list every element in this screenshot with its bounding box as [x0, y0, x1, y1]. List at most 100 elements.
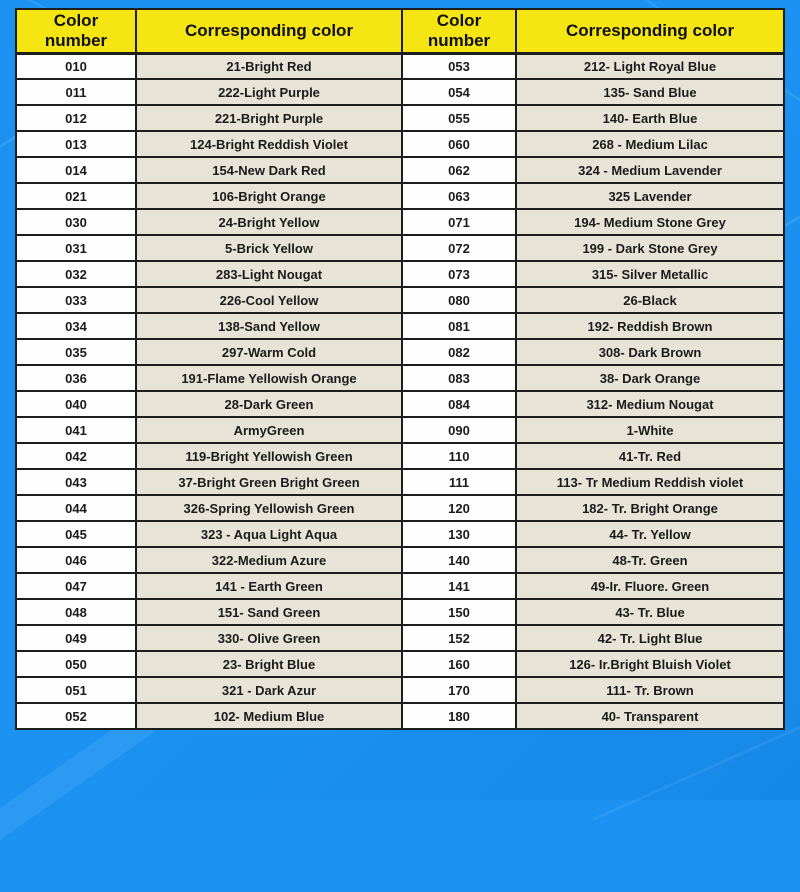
table-row: 036 191-Flame Yellowish Orange: [15, 364, 403, 392]
table-row: 031 5-Brick Yellow: [15, 234, 403, 262]
table-row: 141 49-Ir. Fluore. Green: [401, 572, 785, 600]
color-name-cell: 315- Silver Metallic: [515, 260, 785, 288]
color-name-cell: 226-Cool Yellow: [135, 286, 403, 314]
table-row: 081 192- Reddish Brown: [401, 312, 785, 340]
color-number-cell: 054: [401, 78, 517, 106]
column-header-corresponding-color: Corresponding color: [515, 8, 785, 55]
color-number-cell: 152: [401, 624, 517, 652]
table-row: 034 138-Sand Yellow: [15, 312, 403, 340]
table-row: 014 154-New Dark Red: [15, 156, 403, 184]
color-name-cell: 106-Bright Orange: [135, 182, 403, 210]
color-name-cell: 199 - Dark Stone Grey: [515, 234, 785, 262]
color-name-cell: 44- Tr. Yellow: [515, 520, 785, 548]
table-row: 152 42- Tr. Light Blue: [401, 624, 785, 652]
color-name-cell: 138-Sand Yellow: [135, 312, 403, 340]
table-row: 073 315- Silver Metallic: [401, 260, 785, 288]
color-name-cell: 111- Tr. Brown: [515, 676, 785, 704]
color-number-cell: 034: [15, 312, 137, 340]
table-row: 030 24-Bright Yellow: [15, 208, 403, 236]
color-number-cell: 120: [401, 494, 517, 522]
table-row: 063 325 Lavender: [401, 182, 785, 210]
color-number-cell: 150: [401, 598, 517, 626]
table-row: 045 323 - Aqua Light Aqua: [15, 520, 403, 548]
table-row: 083 38- Dark Orange: [401, 364, 785, 392]
color-number-cell: 062: [401, 156, 517, 184]
color-name-cell: 322-Medium Azure: [135, 546, 403, 574]
color-number-cell: 060: [401, 130, 517, 158]
table-row: 150 43- Tr. Blue: [401, 598, 785, 626]
color-number-cell: 053: [401, 52, 517, 80]
color-name-cell: 141 - Earth Green: [135, 572, 403, 600]
color-name-cell: 48-Tr. Green: [515, 546, 785, 574]
color-name-cell: 28-Dark Green: [135, 390, 403, 418]
color-name-cell: 23- Bright Blue: [135, 650, 403, 678]
table-row: 055 140- Earth Blue: [401, 104, 785, 132]
color-number-cell: 012: [15, 104, 137, 132]
header-row: Color number Corresponding color: [401, 8, 785, 55]
color-number-cell: 080: [401, 286, 517, 314]
column-header-color-number: Color number: [15, 8, 137, 55]
color-number-cell: 042: [15, 442, 137, 470]
color-number-cell: 048: [15, 598, 137, 626]
color-number-cell: 035: [15, 338, 137, 366]
table-row: 041 ArmyGreen: [15, 416, 403, 444]
color-name-cell: 297-Warm Cold: [135, 338, 403, 366]
color-number-cell: 050: [15, 650, 137, 678]
color-number-cell: 055: [401, 104, 517, 132]
color-name-cell: 268 - Medium Lilac: [515, 130, 785, 158]
color-name-cell: 324 - Medium Lavender: [515, 156, 785, 184]
table-row: 130 44- Tr. Yellow: [401, 520, 785, 548]
color-name-cell: 126- Ir.Bright Bluish Violet: [515, 650, 785, 678]
color-number-cell: 084: [401, 390, 517, 418]
color-name-cell: 321 - Dark Azur: [135, 676, 403, 704]
color-name-cell: 151- Sand Green: [135, 598, 403, 626]
color-number-cell: 010: [15, 52, 137, 80]
color-name-cell: 221-Bright Purple: [135, 104, 403, 132]
color-number-cell: 033: [15, 286, 137, 314]
table-row: 040 28-Dark Green: [15, 390, 403, 418]
color-name-cell: 41-Tr. Red: [515, 442, 785, 470]
table-row: 120 182- Tr. Bright Orange: [401, 494, 785, 522]
color-table-left: Color number Corresponding color 010 21-B…: [15, 8, 403, 730]
table-row: 047 141 - Earth Green: [15, 572, 403, 600]
color-table-right: Color number Corresponding color 053 212-…: [401, 8, 785, 730]
table-row: 072 199 - Dark Stone Grey: [401, 234, 785, 262]
table-row: 043 37-Bright Green Bright Green: [15, 468, 403, 496]
table-row: 111 113- Tr Medium Reddish violet: [401, 468, 785, 496]
color-number-cell: 030: [15, 208, 137, 236]
color-name-cell: 5-Brick Yellow: [135, 234, 403, 262]
color-name-cell: 325 Lavender: [515, 182, 785, 210]
table-row: 053 212- Light Royal Blue: [401, 52, 785, 80]
color-number-cell: 014: [15, 156, 137, 184]
color-number-cell: 110: [401, 442, 517, 470]
color-name-cell: 182- Tr. Bright Orange: [515, 494, 785, 522]
table-row: 021 106-Bright Orange: [15, 182, 403, 210]
table-row: 080 26-Black: [401, 286, 785, 314]
color-number-cell: 170: [401, 676, 517, 704]
table-row: 011 222-Light Purple: [15, 78, 403, 106]
color-name-cell: 191-Flame Yellowish Orange: [135, 364, 403, 392]
color-number-cell: 040: [15, 390, 137, 418]
table-row: 090 1-White: [401, 416, 785, 444]
color-number-cell: 160: [401, 650, 517, 678]
column-header-corresponding-color: Corresponding color: [135, 8, 403, 55]
table-row: 052 102- Medium Blue: [15, 702, 403, 730]
color-name-cell: 113- Tr Medium Reddish violet: [515, 468, 785, 496]
table-row: 110 41-Tr. Red: [401, 442, 785, 470]
color-name-cell: 119-Bright Yellowish Green: [135, 442, 403, 470]
color-number-cell: 052: [15, 702, 137, 730]
color-name-cell: 1-White: [515, 416, 785, 444]
color-name-cell: 24-Bright Yellow: [135, 208, 403, 236]
color-number-cell: 043: [15, 468, 137, 496]
table-row: 035 297-Warm Cold: [15, 338, 403, 366]
color-name-cell: 26-Black: [515, 286, 785, 314]
table-row: 180 40- Transparent: [401, 702, 785, 730]
color-name-cell: 308- Dark Brown: [515, 338, 785, 366]
color-number-cell: 041: [15, 416, 137, 444]
table-row: 160 126- Ir.Bright Bluish Violet: [401, 650, 785, 678]
table-row: 050 23- Bright Blue: [15, 650, 403, 678]
table-row: 049 330- Olive Green: [15, 624, 403, 652]
color-number-cell: 051: [15, 676, 137, 704]
table-row: 013 124-Bright Reddish Violet: [15, 130, 403, 158]
color-name-cell: 37-Bright Green Bright Green: [135, 468, 403, 496]
